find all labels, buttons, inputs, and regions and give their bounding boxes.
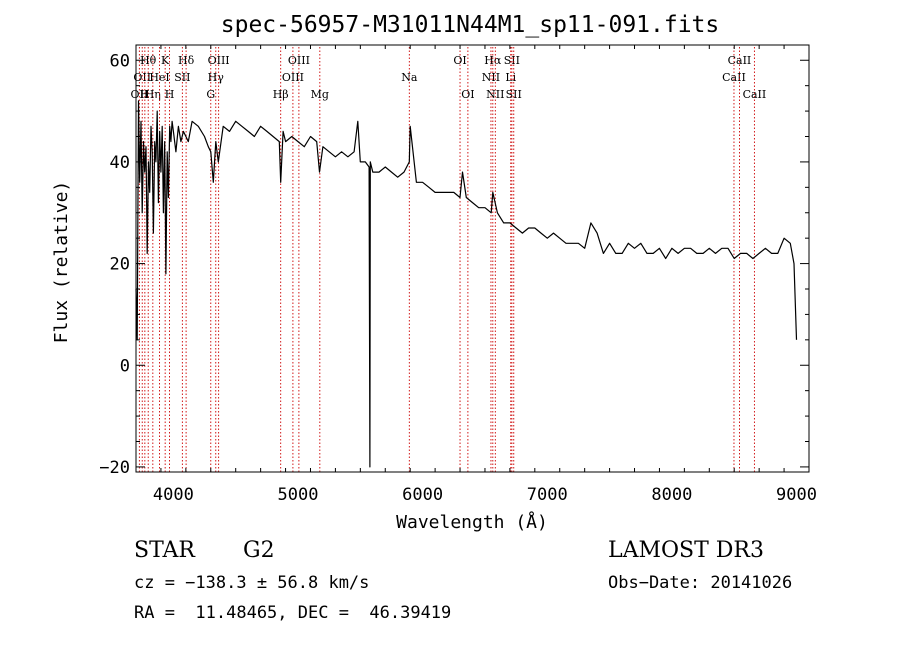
spectral-line-markers: OIIOIIHHθHηHeIKHSIIHδGHγOIIIHβOIIIOIIIMg…: [131, 47, 767, 472]
marker-label: OIII: [208, 54, 230, 67]
marker-label: Mg: [311, 88, 329, 101]
redshift-readout: cz = −138.3 ± 56.8 km/s: [134, 573, 370, 593]
y-axis-ticks: −20 0 20 40 60: [99, 51, 809, 478]
marker-label: NII: [486, 88, 504, 101]
marker-label: Hδ: [178, 54, 195, 67]
marker-label: OI: [453, 54, 466, 67]
marker-label: SII: [174, 71, 190, 84]
marker-label: SII: [504, 54, 520, 67]
plot-frame: [135, 44, 810, 473]
marker-label: Hα: [484, 54, 502, 67]
x-tick-label: 8000: [651, 485, 692, 505]
y-axis-label: Flux (relative): [51, 181, 72, 344]
x-tick-label: 7000: [527, 485, 568, 505]
coordinates: RA = 11.48465, DEC = 46.39419: [134, 603, 452, 623]
x-axis-ticks: 4000 5000 6000 7000 8000 9000: [135, 45, 817, 505]
marker-label: Hθ: [140, 54, 157, 67]
object-class: STAR: [134, 538, 195, 563]
object-subclass: G2: [243, 538, 275, 563]
x-tick-label: 5000: [278, 485, 319, 505]
marker-label: Hγ: [208, 71, 225, 84]
marker-label: SII: [506, 88, 522, 101]
marker-label: HeI: [149, 71, 169, 84]
spectrum-line: [135, 100, 798, 468]
y-tick-label: 20: [110, 255, 130, 275]
x-tick-label: 4000: [153, 485, 194, 505]
marker-label: CaII: [728, 54, 752, 67]
y-tick-label: 0: [120, 356, 130, 376]
marker-label: CaII: [722, 71, 746, 84]
marker-label: Hη: [145, 88, 161, 101]
marker-label: OII: [131, 88, 149, 101]
y-tick-label: 60: [110, 51, 130, 71]
marker-label: Li: [505, 71, 516, 84]
y-tick-label: −20: [99, 458, 130, 478]
obs-date: Obs−Date: 20141026: [608, 573, 793, 593]
survey-name: LAMOST DR3: [608, 538, 764, 563]
marker-label: OI: [461, 88, 474, 101]
marker-label: OIII: [288, 54, 310, 67]
chart-title: spec-56957-M31011N44M1_sp11-091.fits: [221, 12, 720, 38]
marker-label: G: [206, 88, 215, 101]
marker-label: Hβ: [273, 88, 289, 101]
x-tick-label: 9000: [776, 485, 817, 505]
marker-label: H: [165, 88, 175, 101]
marker-label: H: [140, 88, 150, 101]
marker-label: OIII: [282, 71, 304, 84]
marker-label: OII: [133, 71, 151, 84]
x-tick-label: 6000: [402, 485, 443, 505]
marker-label: NII: [482, 71, 500, 84]
marker-label: Na: [401, 71, 418, 84]
y-tick-label: 40: [110, 153, 130, 173]
marker-label: K: [161, 54, 170, 67]
x-axis-label: Wavelength (Å): [396, 511, 548, 533]
marker-label: CaII: [743, 88, 767, 101]
